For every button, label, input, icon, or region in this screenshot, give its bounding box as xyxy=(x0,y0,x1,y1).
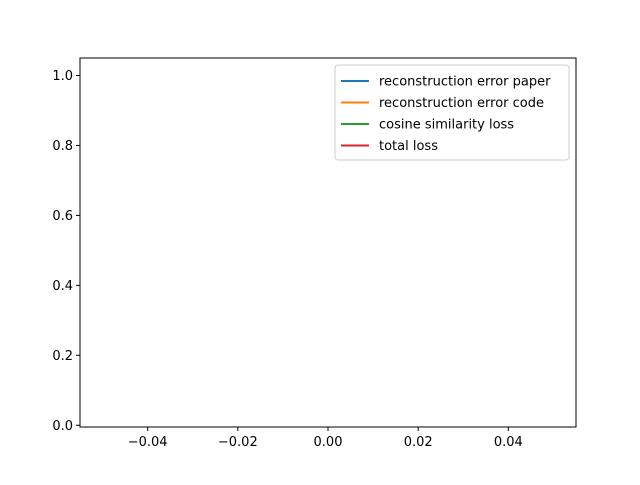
legend-label-1: reconstruction error code xyxy=(379,96,544,111)
legend-label-0: reconstruction error paper xyxy=(379,75,551,90)
x-tick-label: 0.00 xyxy=(314,435,343,450)
legend-box xyxy=(334,64,570,161)
y-tick-label: 0.2 xyxy=(52,349,73,364)
legend-label-3: total loss xyxy=(379,139,438,154)
y-tick-label: 1.0 xyxy=(52,69,73,84)
plot-frame xyxy=(79,57,577,428)
x-axis: −0.04 −0.02 0.00 0.02 0.04 xyxy=(128,427,523,450)
y-tick-label: 0.4 xyxy=(52,279,73,294)
y-tick-label: 0.8 xyxy=(52,139,73,154)
legend: reconstruction error paper reconstruction… xyxy=(334,64,570,161)
x-tick-label: 0.02 xyxy=(404,435,433,450)
y-tick-label: 0.6 xyxy=(52,209,73,224)
x-tick-label: 0.04 xyxy=(494,435,523,450)
x-tick-label: −0.02 xyxy=(218,435,258,450)
y-axis: 0.0 0.2 0.4 0.6 0.8 1.0 xyxy=(52,69,80,434)
legend-label-2: cosine similarity loss xyxy=(379,118,514,133)
x-tick-label: −0.04 xyxy=(128,435,168,450)
y-tick-label: 0.0 xyxy=(52,419,73,434)
